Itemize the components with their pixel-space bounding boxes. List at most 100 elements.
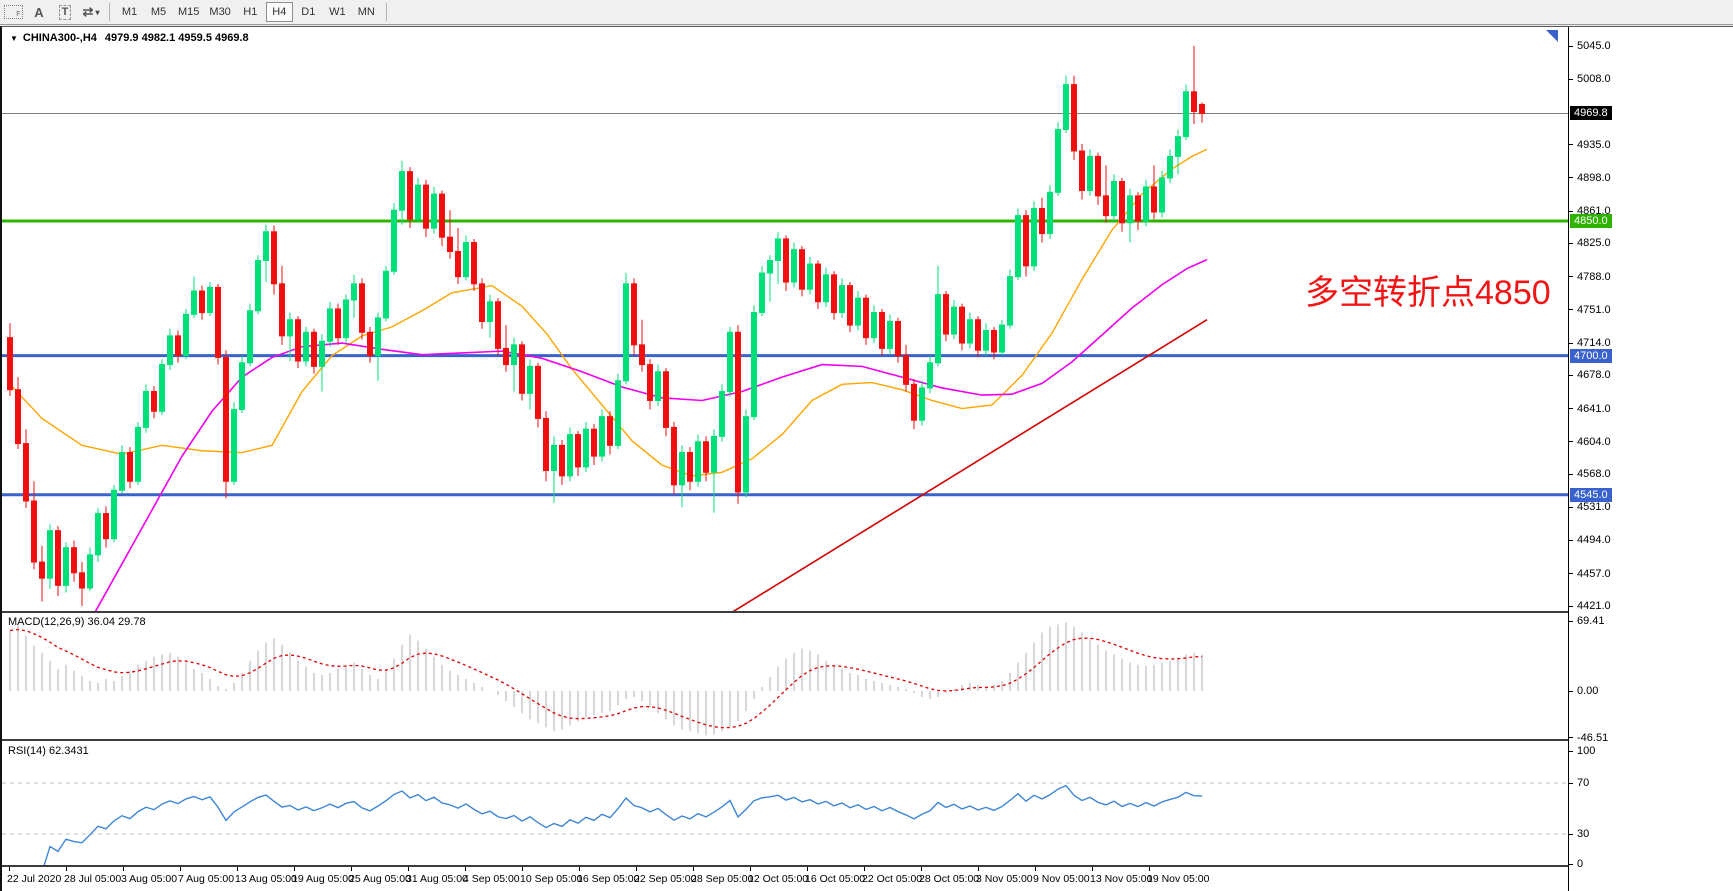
panel-divider[interactable]: [2, 739, 1568, 741]
indicator-tick-100: 100: [1569, 745, 1595, 757]
cursor-mode-icon[interactable]: ⇄ ▾: [79, 2, 103, 22]
level-badge-4700.0: 4700.0: [1570, 348, 1612, 363]
text-label-icon[interactable]: A: [34, 4, 44, 20]
time-tick: [9, 867, 10, 871]
time-tick: [351, 867, 352, 871]
rsi-label: RSI(14) 62.3431: [8, 745, 89, 757]
price-tick-4788.0: 4788.0: [1569, 271, 1611, 283]
time-label: 10 Sep 05:00: [520, 873, 583, 885]
timeframe-w1-button[interactable]: W1: [324, 2, 351, 22]
level-badge-4850: 4850.0: [1570, 214, 1612, 228]
time-label: 12 Oct 05:00: [748, 873, 809, 885]
time-tick: [1092, 867, 1093, 871]
time-label: 31 Aug 05:00: [406, 873, 468, 885]
time-axis[interactable]: 22 Jul 2020 28 Jul 05:00 3 Aug 05:00 7 Aug …: [2, 867, 1568, 891]
price-tick-4678.0: 4678.0: [1569, 369, 1611, 381]
time-label: 19 Aug 05:00: [292, 873, 354, 885]
macd-label: MACD(12,26,9) 36.04 29.78: [8, 616, 146, 628]
time-label: 22 Oct 05:00: [862, 873, 923, 885]
price-tick-4641.0: 4641.0: [1569, 403, 1611, 415]
time-tick: [1149, 867, 1150, 871]
ma-fast-orange: [9, 148, 1208, 477]
chart-shift-marker[interactable]: [1546, 30, 1558, 42]
time-label: 16 Sep 05:00: [577, 873, 640, 885]
panel-divider[interactable]: [2, 611, 1568, 613]
time-tick: [693, 867, 694, 871]
time-label: 3 Aug 05:00: [121, 873, 178, 885]
indicator-tick-69.41: 69.41: [1569, 615, 1605, 627]
price-tick-4935.0: 4935.0: [1569, 139, 1611, 151]
chart-annotation-text: 多空转折点4850: [1305, 274, 1551, 312]
time-tick: [294, 867, 295, 871]
price-tick-5045.0: 5045.0: [1569, 40, 1611, 52]
last-price-badge: 4969.8: [1570, 106, 1612, 121]
time-label: 22 Sep 05:00: [634, 873, 697, 885]
symbol-label: CHINA300-,H4: [22, 32, 97, 44]
time-label: 25 Aug 05:00: [349, 873, 411, 885]
price-axis[interactable]: 5045.0 5008.0 4935.0 4898.0 4861.0 4825.0 4788…: [1568, 27, 1733, 891]
chart-window: ▼ CHINA300-,H4 4979.9 4982.1 4959.5 4969.8…: [0, 26, 1733, 891]
indicator-tick-0: 0: [1569, 858, 1583, 870]
price-tick-4568.0: 4568.0: [1569, 468, 1611, 480]
indicator-tick--46.51: -46.51: [1569, 732, 1608, 744]
time-tick: [864, 867, 865, 871]
timeframe-m15-button[interactable]: M15: [174, 2, 203, 22]
price-tick-4421.0: 4421.0: [1569, 600, 1611, 612]
cursor-mode-icon-glyph: ⇄: [82, 4, 94, 19]
price-tick-4751.0: 4751.0: [1569, 304, 1611, 316]
timeframe-mn-button[interactable]: MN: [353, 2, 380, 22]
indicator-tick-70: 70: [1569, 777, 1589, 789]
text-box-icon-glyph: T: [58, 4, 72, 20]
timeframe-m5-button[interactable]: M5: [145, 2, 172, 22]
chart-dropdown-icon[interactable]: ▼: [10, 34, 18, 43]
time-tick: [579, 867, 580, 871]
timeframe-h1-button[interactable]: H1: [237, 2, 264, 22]
price-chart-plot[interactable]: [2, 27, 1568, 891]
rsi-line: [43, 784, 1203, 865]
time-tick: [408, 867, 409, 871]
price-tick-4825.0: 4825.0: [1569, 237, 1611, 249]
ohlc-values: 4979.9 4982.1 4959.5 4969.8: [104, 32, 249, 44]
price-tick-4604.0: 4604.0: [1569, 436, 1611, 448]
panel-divider: [2, 865, 1568, 867]
time-label: 9 Nov 05:00: [1033, 873, 1090, 885]
time-tick: [636, 867, 637, 871]
time-tick: [237, 867, 238, 871]
toolbar: F A T ⇄ ▾ M1 M5 M15 M30 H1 H4 D1 W1 MN: [0, 0, 1733, 25]
templates-icon-glyph: F: [3, 5, 23, 19]
macd-signal-line: [9, 628, 1203, 729]
timeframe-m1-button[interactable]: M1: [116, 2, 143, 22]
price-tick-4714.0: 4714.0: [1569, 337, 1611, 349]
time-tick: [465, 867, 466, 871]
timeframe-h4-button[interactable]: H4: [265, 2, 293, 22]
timeframe-m30-button[interactable]: M30: [205, 2, 234, 22]
templates-icon[interactable]: F: [1, 2, 25, 22]
time-tick: [807, 867, 808, 871]
price-tick-4531.0: 4531.0: [1569, 501, 1611, 513]
timeframe-d1-button[interactable]: D1: [295, 2, 322, 22]
time-label: 4 Sep 05:00: [463, 873, 520, 885]
indicator-tick-0.00: 0.00: [1569, 685, 1598, 697]
time-tick: [750, 867, 751, 871]
macd-panel: [9, 622, 1203, 736]
time-label: 16 Oct 05:00: [805, 873, 866, 885]
dropdown-caret-icon[interactable]: ▾: [95, 7, 100, 17]
price-tick-4494.0: 4494.0: [1569, 534, 1611, 546]
ma-slow-magenta: [94, 258, 1208, 611]
toolbar-separator: [385, 3, 387, 21]
chart-title: ▼ CHINA300-,H4 4979.9 4982.1 4959.5 4969.8: [10, 32, 249, 44]
text-box-icon[interactable]: T: [53, 2, 77, 22]
time-tick: [180, 867, 181, 871]
time-label: 28 Oct 05:00: [919, 873, 980, 885]
time-label: 7 Aug 05:00: [178, 873, 235, 885]
time-label: 3 Nov 05:00: [976, 873, 1033, 885]
time-tick: [123, 867, 124, 871]
time-label: 28 Jul 05:00: [64, 873, 122, 885]
time-label: 22 Jul 2020: [7, 873, 62, 885]
toolbar-separator: [109, 3, 110, 21]
time-tick: [978, 867, 979, 871]
time-tick: [1035, 867, 1036, 871]
time-label: 28 Sep 05:00: [691, 873, 754, 885]
level-badge-4545.0: 4545.0: [1570, 487, 1612, 502]
trend-line[interactable]: [732, 319, 1208, 613]
